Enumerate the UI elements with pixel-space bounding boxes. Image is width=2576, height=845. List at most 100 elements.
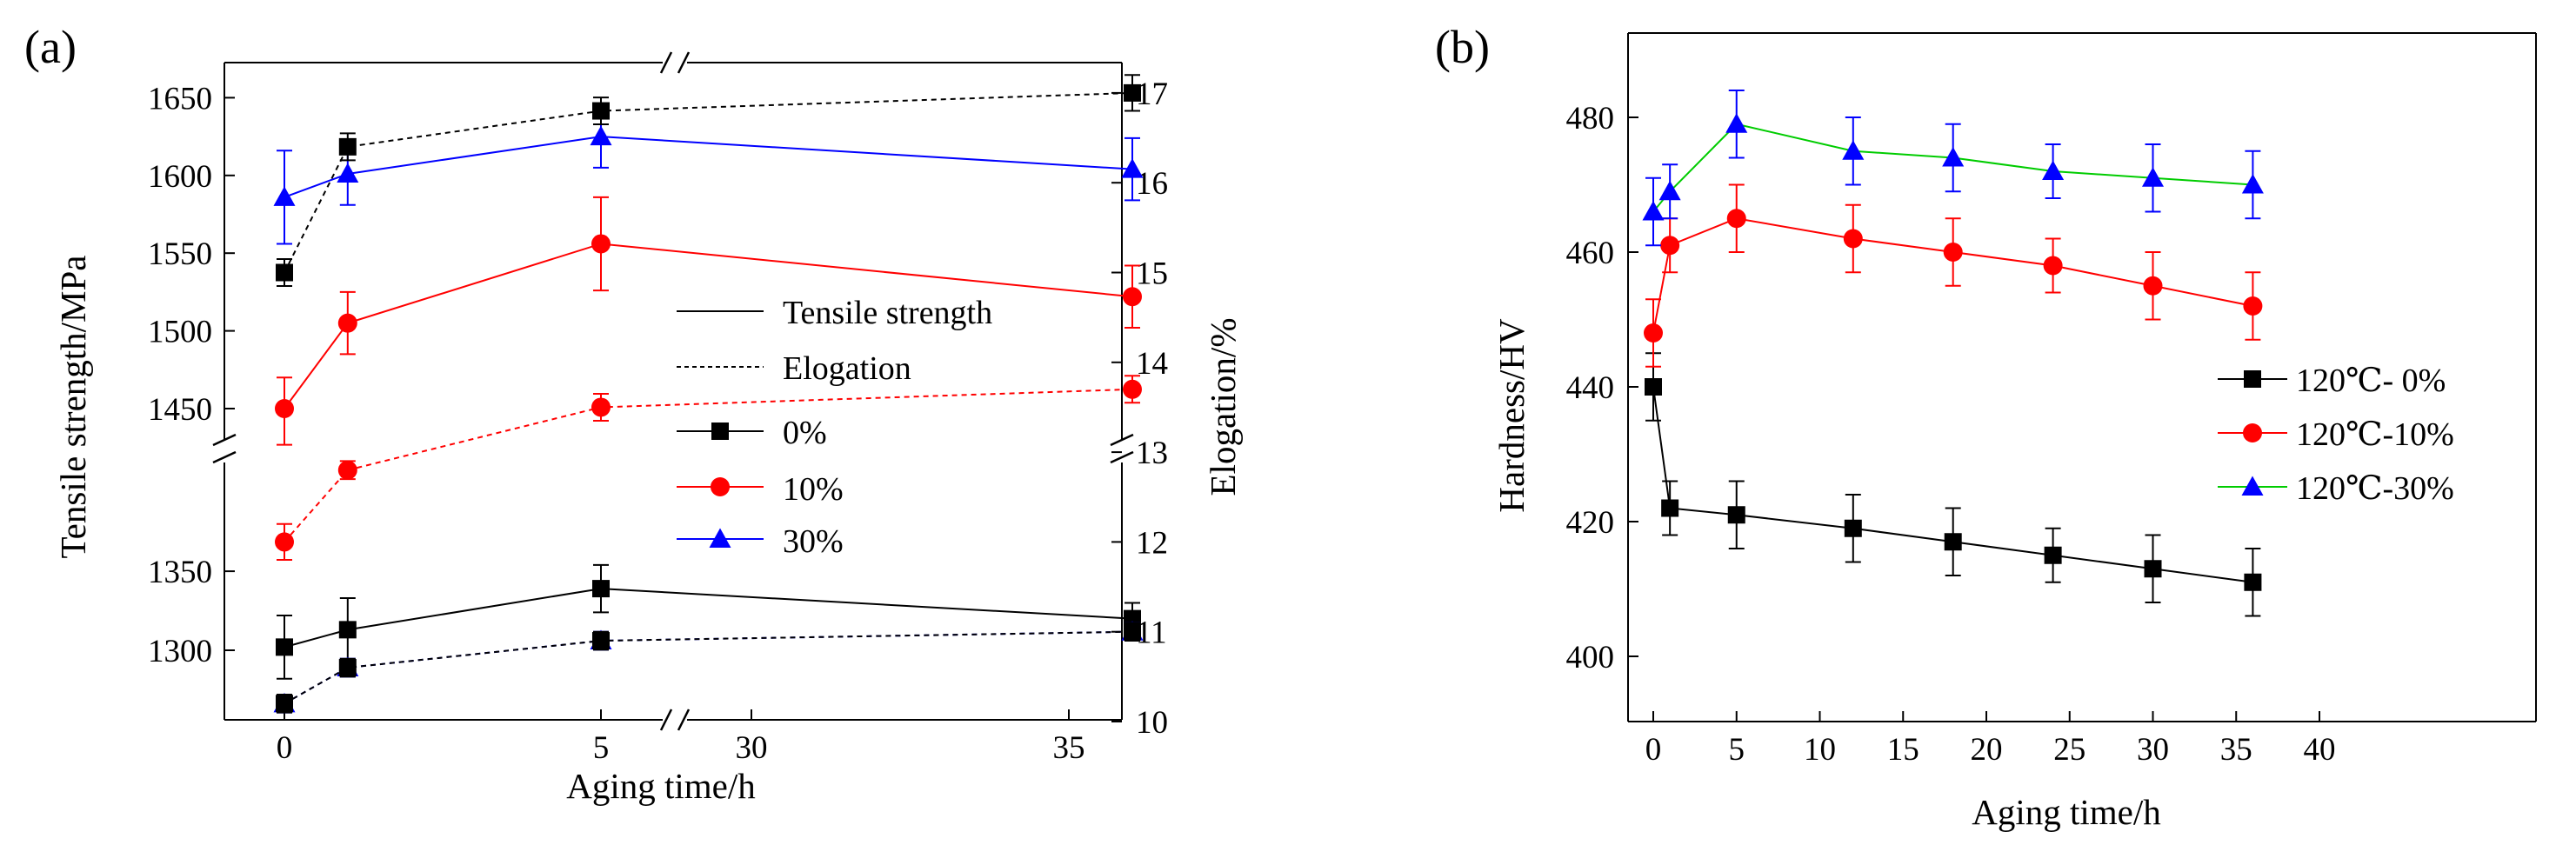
legend-marker-0	[711, 422, 729, 440]
legend-marker-2	[709, 528, 731, 548]
panel-b-data-point	[2241, 174, 2264, 194]
panel-a-axes	[212, 51, 1134, 731]
panel-b-x-tick-label: 5	[1729, 732, 1745, 768]
panel-a-break-top-gap	[663, 57, 687, 68]
panel-a-data-point	[338, 137, 357, 156]
panel-b-series-1	[1644, 183, 2263, 368]
panel-b-data-point	[2143, 276, 2163, 296]
panel-b-data-point	[2244, 573, 2262, 591]
panel-b-data-point	[1726, 209, 1746, 229]
panel-b-data-point	[2042, 160, 2065, 180]
panel-b-y-tick-label: 400	[1566, 640, 1615, 675]
panel-a-data-point	[276, 263, 293, 282]
panel-a-data-point	[1123, 379, 1142, 399]
panel-b-x-tick-label: 10	[1804, 732, 1836, 768]
panel-a-data-point	[337, 313, 357, 333]
panel-a-series-line	[284, 91, 1133, 273]
panel-a-yr-tick-label: 14	[1136, 346, 1168, 382]
legend-30pct: 30%	[783, 523, 844, 560]
panel-b-x-tick-label: 35	[2220, 732, 2252, 768]
panel-b-data-point	[1644, 323, 1663, 343]
panel-a-label: (a)	[24, 21, 77, 73]
panel-a-data-point	[592, 102, 610, 120]
panel-a-yr-tick-label: 13	[1136, 436, 1168, 471]
panel-b-data-point	[1642, 201, 1665, 221]
panel-b-data-point	[2142, 167, 2164, 187]
panel-a-data-point	[276, 638, 293, 656]
panel-a-break-top-2	[677, 51, 691, 74]
panel-a-series-3	[276, 74, 1141, 287]
panel-a-x-tick-label: 0	[277, 730, 293, 766]
legend-b-marker-2	[2241, 476, 2264, 496]
panel-a-series-line	[284, 630, 1133, 705]
panel-b-series-line	[1652, 386, 2253, 583]
panel-a-series-line	[284, 588, 1133, 649]
panel-a-data-point	[591, 234, 611, 254]
panel-b-y-axis-label: Hardness/HV	[1492, 318, 1532, 513]
panel-b-ticks: 0 5 10 15 20 25 30 35 40 400 420 440 460 480	[1566, 101, 2336, 768]
panel-a-data-point	[338, 659, 357, 677]
panel-b-x-tick-label: 30	[2137, 732, 2169, 768]
panel-a-y-axis-label-right: Elogation/%	[1203, 318, 1243, 496]
panel-a-yl-tick-label: 1350	[148, 555, 212, 590]
panel-a-x-tick-label: 30	[736, 730, 768, 766]
panel-b-y-tick-label: 480	[1566, 101, 1615, 136]
panel-a-series-4	[275, 375, 1142, 562]
panel-a-yl-tick-label: 1600	[148, 159, 212, 195]
panel-b-data-point	[2144, 560, 2162, 578]
panel-a-yr-tick-label: 16	[1136, 166, 1168, 202]
panel-a-data-point	[590, 125, 612, 146]
panel-a-data-point	[592, 632, 610, 650]
panel-b-data-point	[1727, 506, 1745, 524]
panel-a-series-6	[276, 622, 1141, 714]
panel-a-series-1	[275, 196, 1142, 446]
panel-a-data-point	[592, 580, 610, 598]
panel-a-data-point	[273, 186, 296, 206]
panel-a-data-point	[591, 397, 611, 417]
panel-a-break-left-2	[212, 450, 237, 464]
panel-a-yl-tick-label: 1500	[148, 315, 212, 350]
legend-marker-1	[711, 477, 730, 496]
legend-120c-10pct: 120℃-10%	[2296, 416, 2454, 453]
panel-b-label: (b)	[1435, 21, 1490, 73]
panel-b-x-tick-label: 0	[1645, 732, 1662, 768]
legend-0pct: 0%	[783, 415, 827, 451]
panel-b-y-tick-label: 460	[1566, 236, 1615, 271]
panel-a-legend-series	[677, 422, 764, 548]
legend-tensile-strength: Tensile strength	[783, 295, 992, 331]
panel-a-series-0	[276, 563, 1141, 680]
panel-b-series-2	[1642, 90, 2264, 247]
panel-a-break-right-2	[1110, 450, 1134, 464]
panel-b-data-point	[1842, 140, 1865, 160]
panel-a-data-point	[337, 163, 359, 183]
panel-b-x-tick-label: 15	[1887, 732, 1919, 768]
legend-120c-30pct: 120℃-30%	[2296, 470, 2454, 507]
panel-a-break-bottom-1	[659, 709, 673, 731]
panel-b-series-0	[1645, 352, 2262, 617]
panel-b-axes	[1627, 32, 2537, 722]
panel-a-ticks: 0 5 30 351450150015501600165013001350101112…	[148, 77, 1168, 766]
panel-a-series	[273, 74, 1144, 714]
panel-b-data-point	[2044, 546, 2062, 564]
panel-b-y-tick-label: 420	[1566, 505, 1615, 541]
panel-a-data-point	[338, 621, 357, 639]
panel-a-data-point	[337, 460, 357, 480]
panel-b-series-line	[1652, 217, 2253, 334]
panel-b-data-point	[1658, 180, 1681, 201]
panel-b-legend-marks	[2218, 370, 2287, 496]
panel-b-data-point	[2243, 296, 2263, 316]
panel-b-y-tick-label: 440	[1566, 370, 1615, 406]
panel-a-data-point	[1121, 158, 1144, 178]
panel-a-series-2	[273, 104, 1144, 245]
panel-a-yl-tick-label: 1300	[148, 634, 212, 669]
panel-b-series-line	[1652, 123, 2253, 213]
panel-b: (b) 0 5 10 15 20 25 30 35 40 400 420 440 460 480 Agin…	[1435, 21, 2537, 832]
panel-a: (a) 0 5 30 35 1450 1500 1550 1600 1650 1300 1350 10…	[24, 21, 1243, 806]
panel-a-legend: Tensile strength Elogation 0% 10% 30%	[677, 295, 992, 560]
panel-b-x-tick-label: 40	[2304, 732, 2336, 768]
panel-a-break-right-1	[1110, 433, 1134, 447]
panel-b-legend: 120℃- 0% 120℃-10% 120℃-30%	[2218, 363, 2454, 507]
panel-a-data-point	[275, 399, 294, 418]
panel-a-yl-tick-label: 1450	[148, 392, 212, 428]
